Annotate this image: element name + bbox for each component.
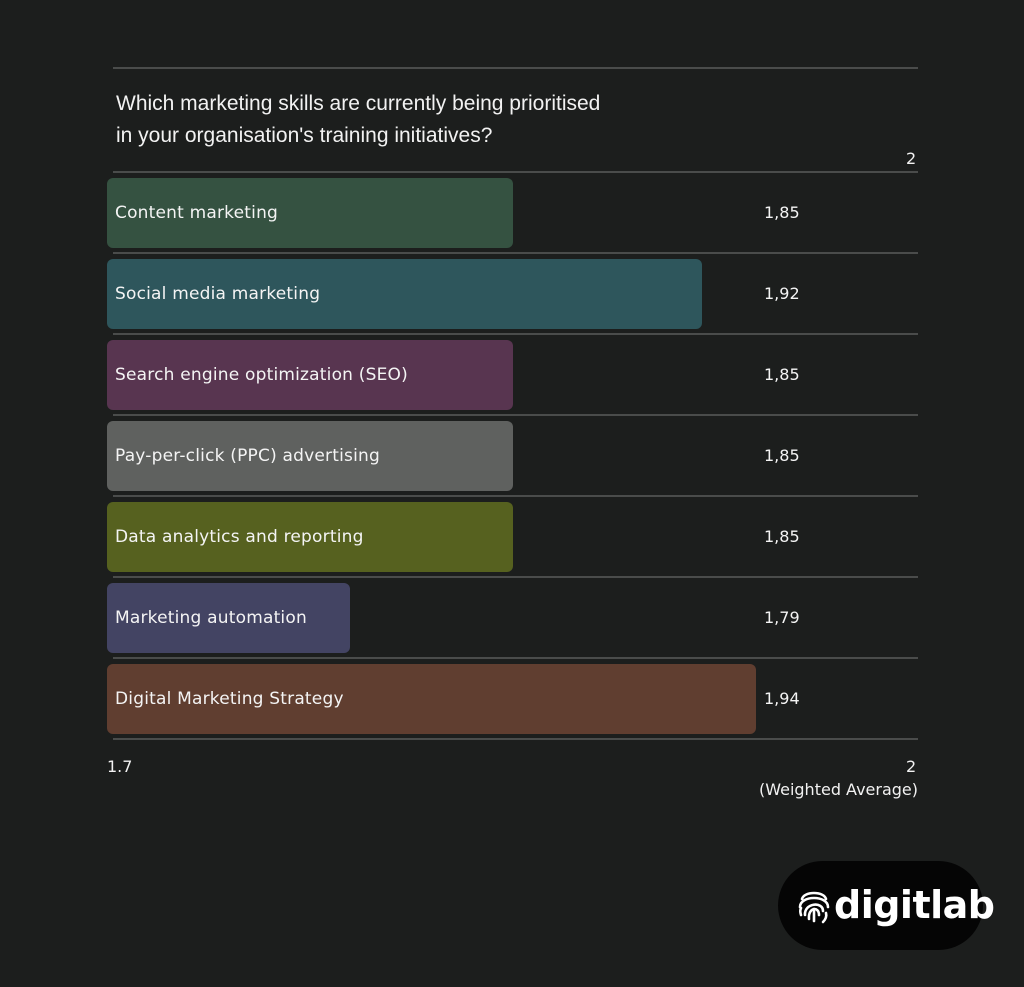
bar-value-label: 1,85	[764, 446, 800, 465]
bar-category-label: Content marketing	[115, 203, 279, 223]
bar-category-label: Pay-per-click (PPC) advertising	[115, 446, 380, 466]
bar-value-label: 1,85	[764, 365, 800, 384]
chart-title: Which marketing skills are currently bei…	[116, 92, 601, 147]
logo-wordmark: digitlab	[834, 883, 995, 927]
bar	[107, 583, 351, 653]
bar	[107, 664, 756, 734]
bar-value-label: 1,79	[764, 608, 800, 627]
fingerprint-icon	[798, 891, 830, 924]
gridline	[113, 738, 918, 740]
gridline	[113, 576, 918, 578]
gridline	[113, 495, 918, 497]
bar	[107, 178, 513, 248]
bar-category-label: Search engine optimization (SEO)	[115, 365, 408, 385]
bar	[107, 259, 702, 329]
gridline	[113, 252, 918, 254]
bar-category-label: Social media marketing	[115, 284, 321, 304]
title-rule	[113, 67, 918, 69]
gridline	[113, 414, 918, 416]
bar-category-label: Marketing automation	[115, 608, 307, 628]
bar	[107, 340, 513, 410]
digitlab-logo: digitlab	[778, 861, 995, 950]
x-axis-unit-label: (Weighted Average)	[758, 780, 918, 799]
x-axis-max-label: 2	[906, 757, 917, 776]
gridline	[113, 171, 918, 173]
top-axis-tick-label: 2	[906, 149, 917, 168]
bar-value-label: 1,85	[764, 527, 800, 546]
bar	[107, 502, 513, 572]
bar-value-label: 1,92	[764, 284, 800, 303]
gridline	[113, 657, 918, 659]
bar	[107, 421, 513, 491]
x-axis-min-label: 1.7	[107, 757, 133, 776]
bar-category-label: Digital Marketing Strategy	[115, 689, 344, 709]
bar-value-label: 1,94	[764, 689, 800, 708]
gridline	[113, 333, 918, 335]
bar-value-label: 1,85	[764, 203, 800, 222]
bar-category-label: Data analytics and reporting	[115, 527, 364, 547]
